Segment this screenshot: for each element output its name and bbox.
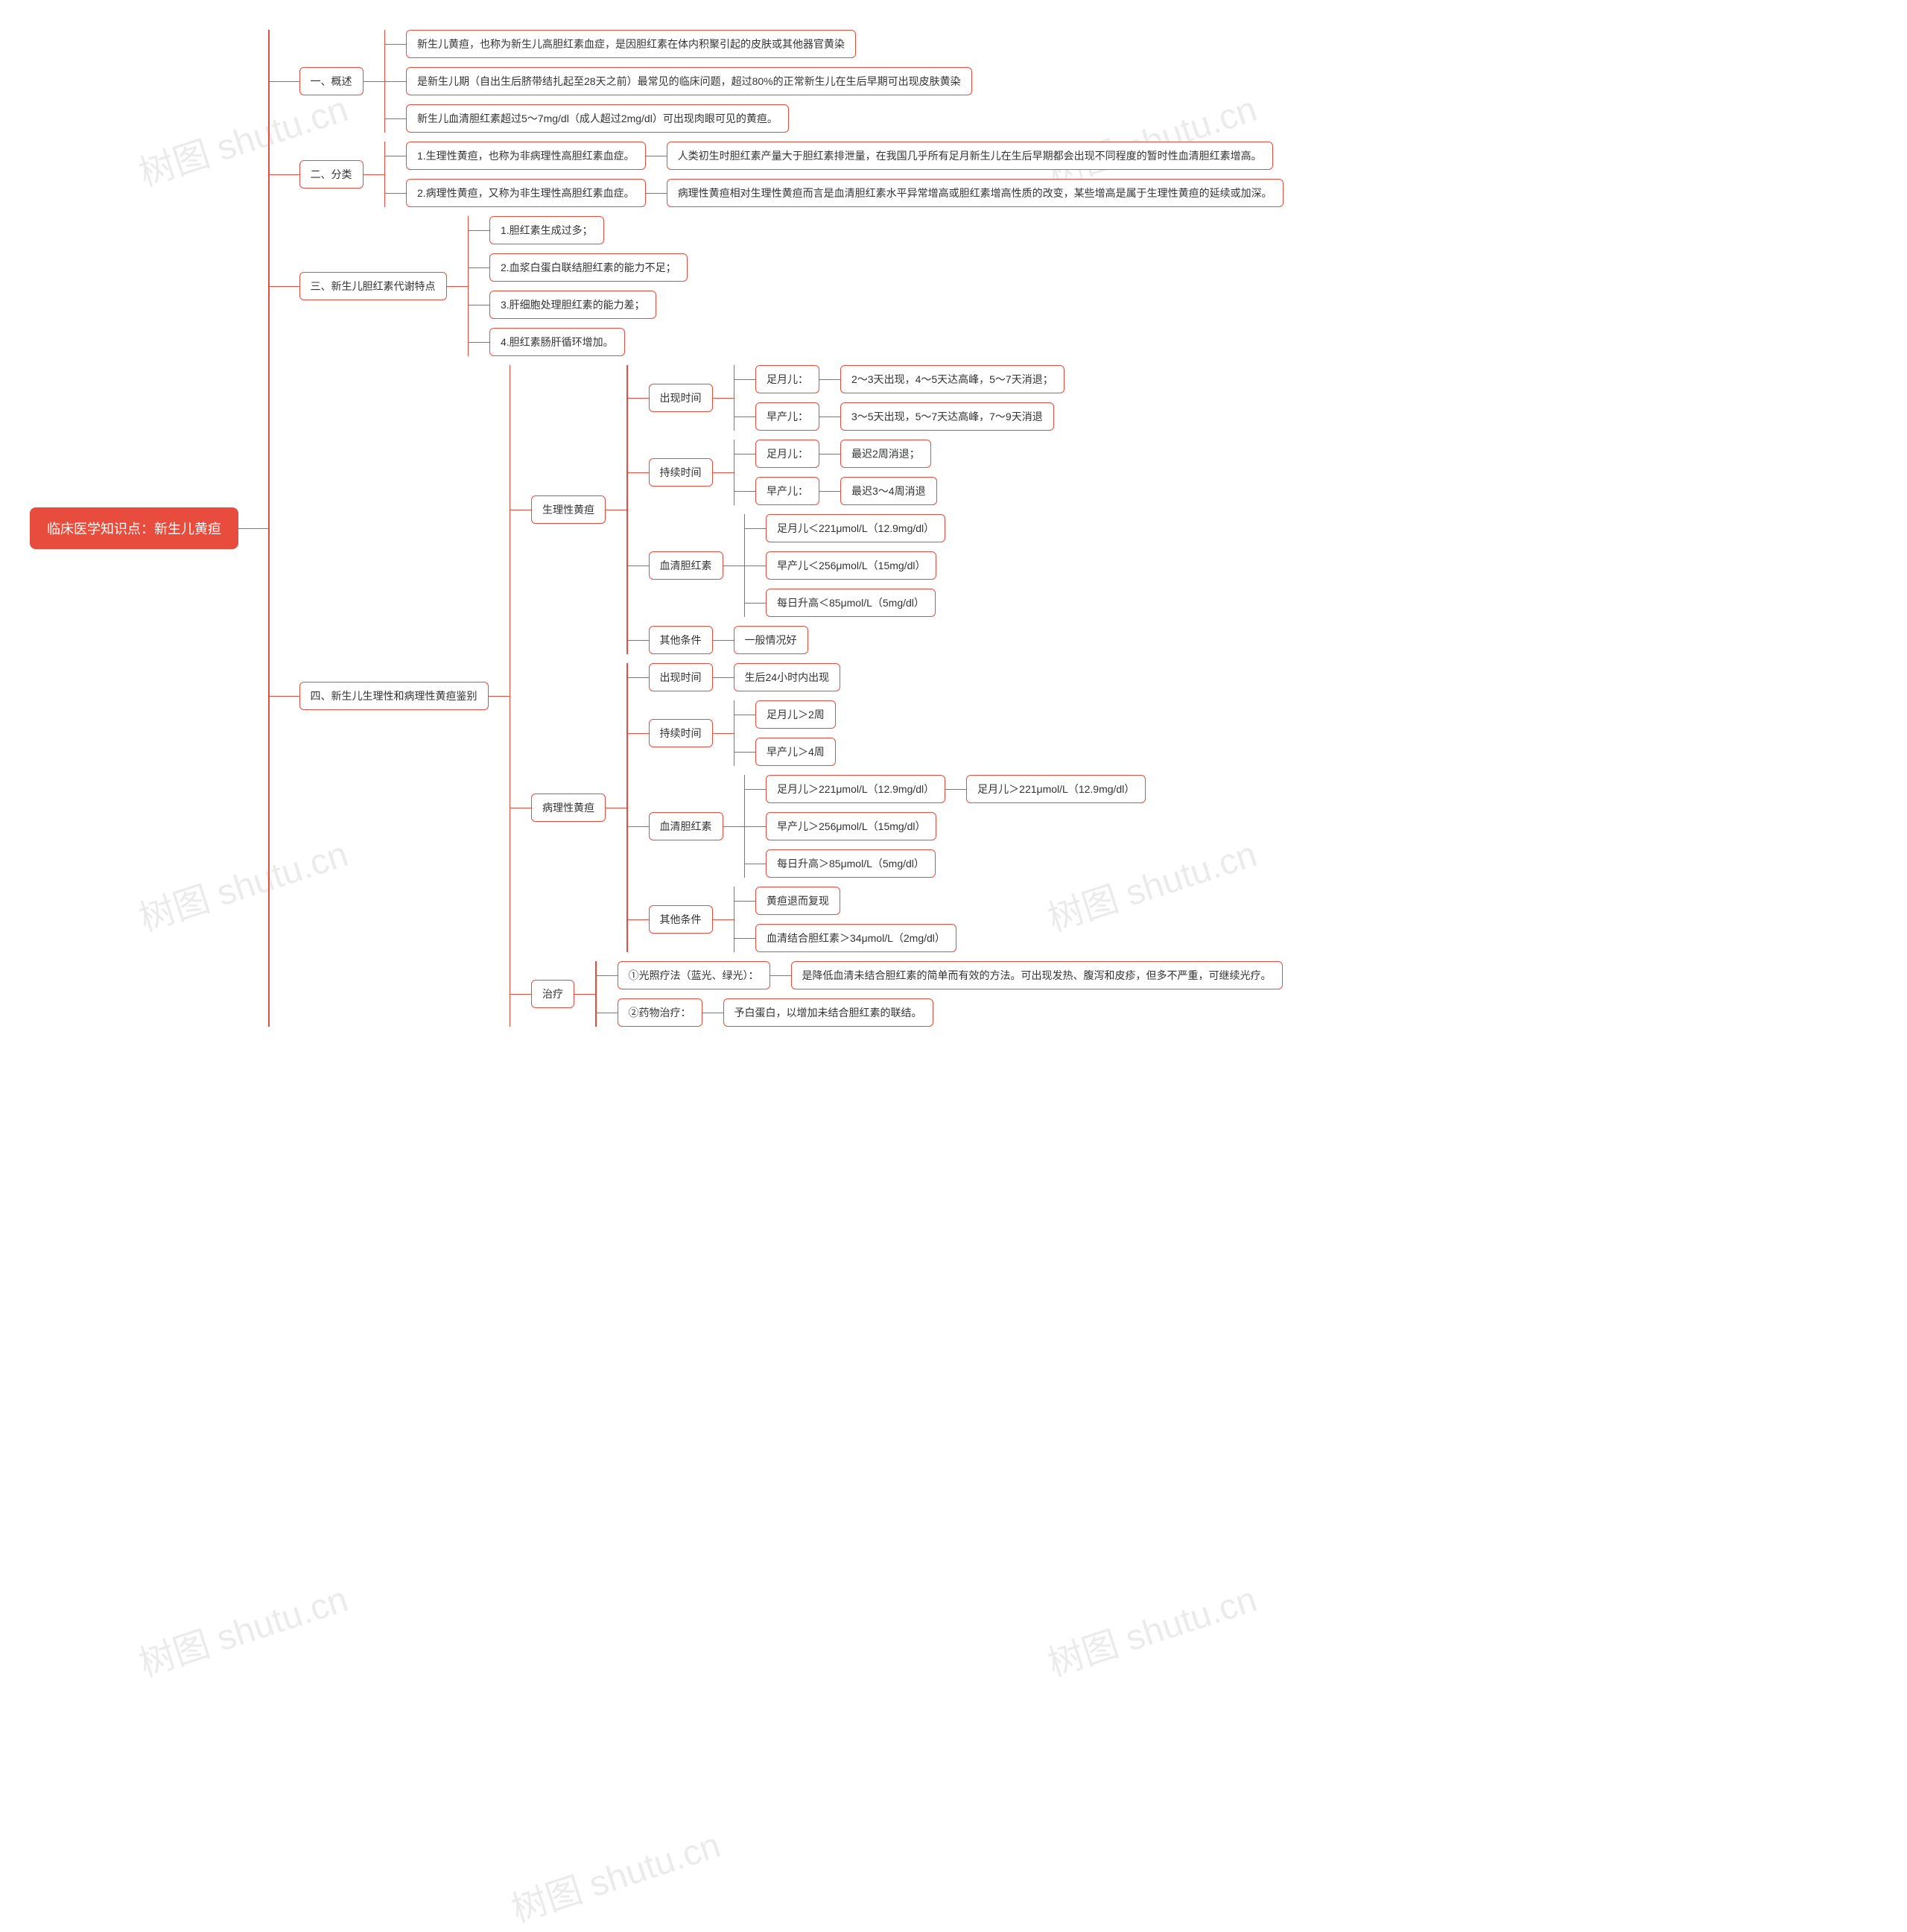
overview-item: 是新生儿期（自出生后脐带结扎起至28天之前）最常见的临床问题，超过80%的正常新… [406, 67, 972, 95]
metabolism-item: 4.胆红素肠肝循环增加。 [489, 328, 625, 356]
path-other: 其他条件 [649, 905, 713, 934]
branch-metabolism[interactable]: 三、新生儿胆红素代谢特点 [299, 272, 447, 300]
phys-onset-full-val: 2～3天出现，4～5天达高峰，5～7天消退； [840, 365, 1064, 393]
phys-serum-item: 足月儿＜221μmol/L（12.9mg/dl） [766, 514, 945, 542]
treat-light: ①光照疗法（蓝光、绿光）： [618, 961, 770, 989]
class-physio-desc: 人类初生时胆红素产量大于胆红素排泄量，在我国几乎所有足月新生儿在生后早期都会出现… [667, 142, 1273, 170]
path-serum-item: 每日升高＞85μmol/L（5mg/dl） [766, 849, 936, 878]
metabolism-item: 1.胆红素生成过多； [489, 216, 604, 244]
overview-item: 新生儿黄疸，也称为新生儿高胆红素血症，是因胆红素在体内积聚引起的皮肤或其他器官黄… [406, 30, 856, 58]
phys-dur-pre-val: 最迟3～4周消退 [840, 477, 937, 505]
path-onset: 出现时间 [649, 663, 713, 691]
treatment[interactable]: 治疗 [531, 980, 574, 1008]
metabolism-item: 2.血浆白蛋白联结胆红素的能力不足； [489, 253, 688, 282]
phys-serum: 血清胆红素 [649, 551, 723, 580]
path-serum: 血清胆红素 [649, 812, 723, 840]
class-physio: 1.生理性黄疸，也称为非病理性高胆红素血症。 [406, 142, 646, 170]
phys-serum-item: 早产儿＜256μmol/L（15mg/dl） [766, 551, 936, 580]
path-duration: 持续时间 [649, 719, 713, 747]
path-jaundice[interactable]: 病理性黄疸 [531, 794, 606, 822]
path-other-item: 血清结合胆红素＞34μmol/L（2mg/dl） [755, 924, 956, 952]
phys-onset-pre: 早产儿： [755, 402, 819, 431]
branch-overview[interactable]: 一、概述 [299, 67, 364, 95]
path-serum-item: 早产儿＞256μmol/L（15mg/dl） [766, 812, 936, 840]
path-dur-item: 早产儿＞4周 [755, 738, 836, 766]
phys-onset-pre-val: 3～5天出现，5～7天达高峰，7～9天消退 [840, 402, 1054, 431]
class-patho: 2.病理性黄疸，又称为非生理性高胆红素血症。 [406, 179, 646, 207]
treat-drug-desc: 予白蛋白，以增加未结合胆红素的联结。 [723, 998, 933, 1027]
phys-dur-pre: 早产儿： [755, 477, 819, 505]
phys-onset: 出现时间 [649, 384, 713, 412]
watermark: 树图 shutu.cn [131, 1570, 353, 1686]
path-other-item: 黄疸退而复现 [755, 887, 840, 915]
watermark: 树图 shutu.cn [504, 1816, 726, 1932]
phys-serum-item: 每日升高＜85μmol/L（5mg/dl） [766, 589, 936, 617]
overview-item: 新生儿血清胆红素超过5～7mg/dl（成人超过2mg/dl）可出现肉眼可见的黄疸… [406, 104, 789, 133]
phys-dur-full-val: 最迟2周消退； [840, 440, 931, 468]
branch-differentiation[interactable]: 四、新生儿生理性和病理性黄疸鉴别 [299, 682, 489, 710]
phys-onset-full: 足月儿： [755, 365, 819, 393]
path-serum-row0b: 足月儿＞221μmol/L（12.9mg/dl） [966, 775, 1146, 803]
path-onset-val: 生后24小时内出现 [734, 663, 841, 691]
metabolism-item: 3.肝细胞处理胆红素的能力差； [489, 291, 656, 319]
treat-drug: ②药物治疗： [618, 998, 702, 1027]
class-patho-desc: 病理性黄疸相对生理性黄疸而言是血清胆红素水平异常增高或胆红素增高性质的改变，某些… [667, 179, 1284, 207]
watermark: 树图 shutu.cn [1040, 1570, 1262, 1686]
path-dur-item: 足月儿＞2周 [755, 700, 836, 729]
phys-other-val: 一般情况好 [734, 626, 808, 654]
phys-duration: 持续时间 [649, 458, 713, 487]
phys-dur-full: 足月儿： [755, 440, 819, 468]
level1-children: 一、概述 新生儿黄疸，也称为新生儿高胆红素血症，是因胆红素在体内积聚引起的皮肤或… [270, 30, 1284, 1027]
phys-jaundice[interactable]: 生理性黄疸 [531, 495, 606, 524]
root-node[interactable]: 临床医学知识点：新生儿黄疸 [30, 507, 238, 549]
mindmap-root-row: 临床医学知识点：新生儿黄疸 一、概述 新生儿黄疸，也称为新生儿高胆红素血症，是因… [30, 30, 1877, 1027]
phys-other: 其他条件 [649, 626, 713, 654]
treat-light-desc: 是降低血清未结合胆红素的简单而有效的方法。可出现发热、腹泻和皮疹，但多不严重，可… [791, 961, 1283, 989]
branch-classification[interactable]: 二、分类 [299, 160, 364, 189]
path-serum-row0a: 足月儿＞221μmol/L（12.9mg/dl） [766, 775, 945, 803]
